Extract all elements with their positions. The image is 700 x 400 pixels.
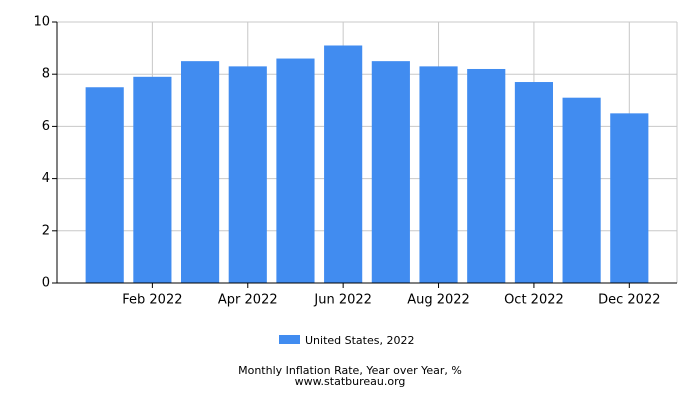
bar (228, 66, 267, 284)
bar (562, 97, 601, 283)
legend-swatch (279, 335, 300, 344)
x-tick-label: Aug 2022 (407, 293, 470, 308)
y-tick-label: 10 (33, 15, 50, 30)
bar (610, 113, 649, 283)
x-tick-label: Feb 2022 (122, 293, 182, 308)
bar (85, 87, 124, 283)
source: www.statbureau.org (295, 375, 406, 388)
y-tick-label: 2 (42, 223, 50, 238)
y-tick-label: 4 (42, 171, 50, 186)
y-tick-label: 8 (42, 67, 50, 82)
y-tick-label: 0 (42, 276, 50, 291)
bar (181, 61, 220, 284)
bar (324, 45, 363, 283)
bar (419, 66, 458, 284)
bar (133, 76, 172, 283)
bar (514, 82, 553, 283)
legend-label: United States, 2022 (305, 334, 414, 347)
bar (371, 61, 410, 284)
chart-title: Monthly Inflation Rate, Year over Year, … (238, 364, 462, 377)
bar (467, 68, 506, 283)
bar (276, 58, 315, 283)
x-tick-label: Dec 2022 (598, 293, 660, 308)
x-tick-label: Apr 2022 (218, 293, 278, 308)
x-tick-label: Oct 2022 (504, 293, 564, 308)
y-tick-label: 6 (42, 119, 50, 134)
x-tick-label: Jun 2022 (313, 293, 372, 308)
